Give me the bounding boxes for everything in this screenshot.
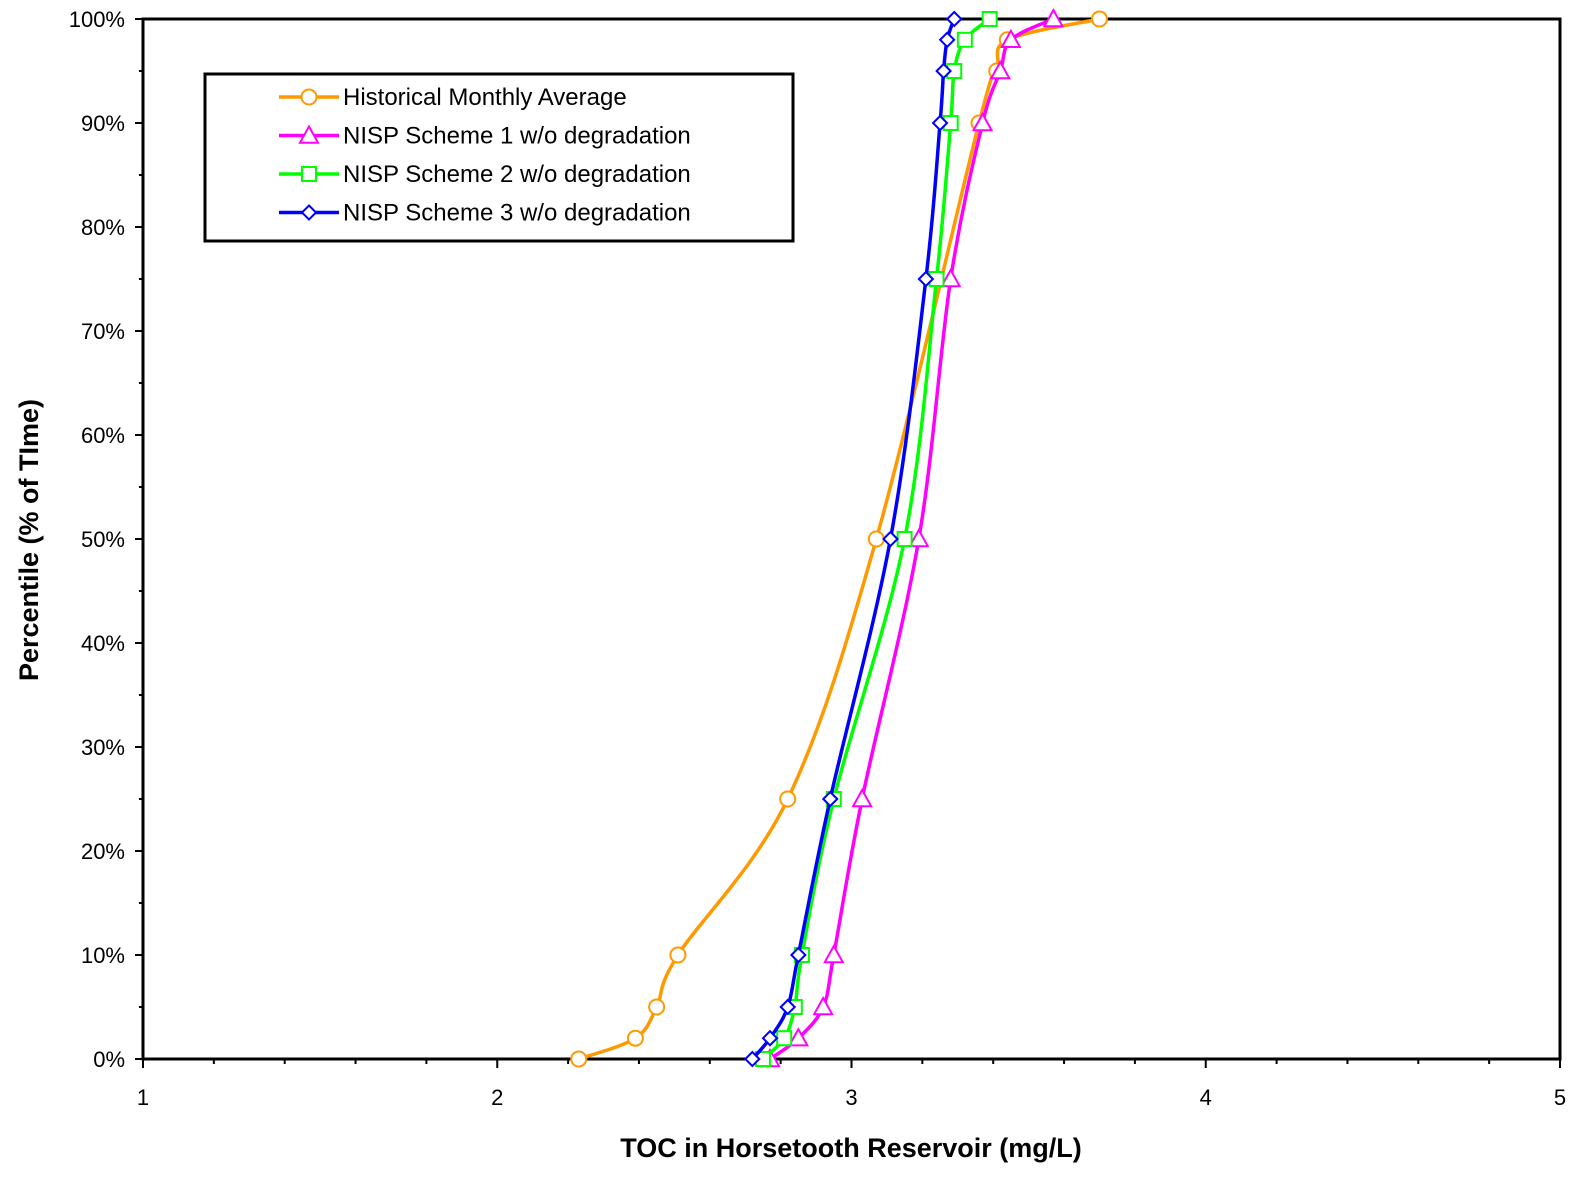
data-point-triangle <box>812 995 834 1016</box>
y-tick-label: 50% <box>81 527 125 552</box>
data-point-circle <box>648 998 666 1016</box>
data-point-circle <box>1090 10 1108 28</box>
data-point-square <box>981 11 998 27</box>
y-axis-title: Percentile (% of TIme) <box>14 399 44 681</box>
legend-label: NISP Scheme 2 w/o degradation <box>343 161 691 188</box>
y-tick-label: 30% <box>81 735 125 760</box>
y-tick-label: 20% <box>81 839 125 864</box>
y-tick-label: 70% <box>81 319 125 344</box>
data-point-triangle <box>1000 28 1022 48</box>
legend-entry-2: NISP Scheme 1 w/o degradation <box>279 123 691 150</box>
x-tick-label: 5 <box>1554 1085 1566 1110</box>
legend-entry-1: Historical Monthly Average <box>279 84 627 111</box>
data-point-square <box>896 531 913 547</box>
legend-entry-4: NISP Scheme 3 w/o degradation <box>279 200 691 227</box>
data-point-diamond <box>821 790 839 808</box>
data-point-diamond <box>779 998 797 1016</box>
data-point-triangle <box>787 1027 810 1047</box>
data-point-triangle <box>823 943 845 964</box>
data-point-diamond <box>761 1029 779 1047</box>
y-tick-label: 80% <box>81 215 125 240</box>
data-point-diamond <box>931 114 949 132</box>
data-point-circle <box>779 790 797 808</box>
data-point-square <box>956 31 973 48</box>
x-tick-label: 4 <box>1200 1085 1212 1110</box>
data-point-diamond <box>882 530 899 548</box>
data-point-circle <box>669 946 687 964</box>
data-point-diamond <box>938 31 956 49</box>
y-tick-label: 60% <box>81 423 125 448</box>
data-point-triangle <box>939 267 962 288</box>
data-point-diamond <box>743 1050 761 1068</box>
legend-label: Historical Monthly Average <box>343 84 627 111</box>
x-axis-title: TOC in Horsetooth Reservoir (mg/L) <box>620 1133 1082 1163</box>
data-point-circle <box>626 1029 644 1047</box>
legend: Historical Monthly Average NISP Scheme 1 … <box>203 72 795 243</box>
data-point-triangle <box>989 59 1011 80</box>
legend-swatch-marker <box>298 124 320 144</box>
data-point-diamond <box>935 62 953 80</box>
data-point-diamond <box>917 270 935 288</box>
y-tick-label: 0% <box>93 1047 125 1072</box>
x-tick-label: 3 <box>845 1085 857 1110</box>
data-point-circle <box>867 530 885 548</box>
y-tick-label: 40% <box>81 631 125 656</box>
legend-label: NISP Scheme 1 w/o degradation <box>343 123 691 150</box>
x-tick-label: 2 <box>491 1085 503 1110</box>
legend-swatch-marker <box>300 204 318 221</box>
legend-swatch-marker <box>300 88 318 106</box>
data-point-diamond <box>945 10 963 28</box>
data-point-triangle <box>971 111 994 132</box>
data-series <box>570 7 1108 1068</box>
legend-label: NISP Scheme 3 w/o degradation <box>343 200 691 227</box>
legend-entry-3: NISP Scheme 2 w/o degradation <box>279 161 691 188</box>
data-point-diamond <box>789 946 807 964</box>
data-point-triangle <box>1042 7 1065 28</box>
legend-swatch-marker <box>301 166 317 182</box>
series-2 <box>759 7 1065 1068</box>
series-4 <box>743 10 963 1068</box>
data-point-circle <box>570 1050 588 1068</box>
y-tick-label: 90% <box>81 111 125 136</box>
data-point-square <box>776 1030 793 1047</box>
data-point-triangle <box>908 527 930 548</box>
x-tick-label: 1 <box>137 1085 149 1110</box>
y-tick-label: 10% <box>81 943 125 968</box>
y-tick-label: 100% <box>69 7 125 32</box>
data-point-triangle <box>851 787 873 808</box>
series-3 <box>754 11 998 1067</box>
